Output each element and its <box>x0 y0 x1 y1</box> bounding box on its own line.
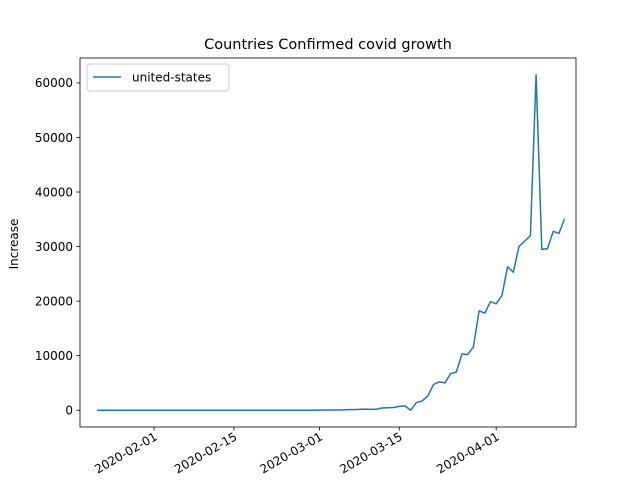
x-axis: 2020-02-01 2020-02-15 2020-03-01 2020-03-15… <box>92 427 502 476</box>
y-tick-label: 20000 <box>35 294 73 308</box>
y-tick-label: 40000 <box>35 185 73 199</box>
axes-frame <box>79 57 577 428</box>
x-tick-label: 2020-03-15 <box>337 429 404 476</box>
series-line-united-states <box>97 73 566 411</box>
legend-label: united-states <box>132 70 211 84</box>
x-tick-label: 2020-02-15 <box>172 429 239 476</box>
y-tick-label: 0 <box>65 404 73 418</box>
y-tick-label: 10000 <box>35 349 73 363</box>
x-tick-label: 2020-02-01 <box>92 429 159 476</box>
y-tick-label: 60000 <box>35 76 73 90</box>
plot-area <box>79 57 577 428</box>
y-tick-label: 30000 <box>35 240 73 254</box>
legend-box <box>86 63 230 92</box>
x-tick-label: 2020-03-01 <box>258 429 325 476</box>
y-axis: 0 10000 20000 30000 40000 50000 60000 <box>35 76 80 418</box>
chart-title: Countries Confirmed covid growth <box>204 37 452 53</box>
x-tick-label: 2020-04-01 <box>434 429 501 476</box>
legend: united-states <box>86 63 230 92</box>
y-tick-label: 50000 <box>35 131 73 145</box>
y-axis-label: Increase <box>7 219 21 270</box>
